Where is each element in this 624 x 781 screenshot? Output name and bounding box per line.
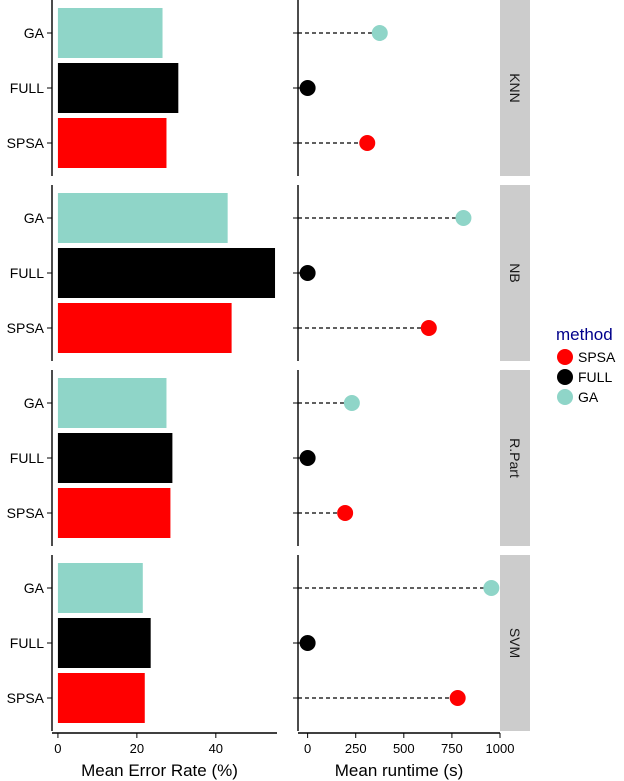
runtime-point-r-part-ga: [343, 395, 360, 411]
runtime-x-tick-label-750: 750: [441, 741, 463, 756]
runtime-x-tick-label-250: 250: [345, 741, 367, 756]
bar-svm-spsa: [57, 673, 145, 723]
y-tick-label-knn-spsa: SPSA: [7, 135, 45, 151]
bar-nb-spsa: [57, 303, 232, 353]
legend-key-ga: [557, 389, 573, 405]
facet-strip-r-part: [500, 370, 530, 546]
runtime-point-nb-spsa: [420, 320, 437, 336]
runtime-x-tick-label-500: 500: [393, 741, 415, 756]
facet-strip-svm: [500, 555, 530, 731]
legend-label-spsa: SPSA: [578, 349, 616, 365]
bar-knn-ga: [57, 8, 163, 58]
bar-r-part-spsa: [57, 488, 171, 538]
y-tick-label-r-part-spsa: SPSA: [7, 505, 45, 521]
runtime-point-svm-ga: [483, 580, 500, 596]
bar-knn-full: [57, 63, 179, 113]
runtime-x-tick-label-0: 0: [304, 741, 311, 756]
runtime-x-tick-label-1000: 1000: [486, 741, 515, 756]
runtime-point-r-part-spsa: [337, 505, 354, 521]
bar-r-part-ga: [57, 378, 167, 428]
runtime-point-nb-ga: [455, 210, 472, 226]
facet-label-svm: SVM: [507, 628, 523, 658]
error-x-axis-title: Mean Error Rate (%): [81, 761, 238, 780]
runtime-point-r-part-full: [299, 450, 316, 466]
runtime-point-knn-full: [299, 80, 316, 96]
legend-title: method: [556, 325, 613, 344]
legend-label-full: FULL: [578, 369, 612, 385]
bar-svm-ga: [57, 563, 143, 613]
bar-svm-full: [57, 618, 151, 668]
error-x-tick-label-20: 20: [130, 741, 144, 756]
facet-label-nb: NB: [507, 263, 523, 282]
y-tick-label-r-part-ga: GA: [24, 395, 45, 411]
y-tick-label-r-part-full: FULL: [10, 450, 44, 466]
y-tick-label-knn-full: FULL: [10, 80, 44, 96]
legend-key-spsa: [557, 349, 573, 365]
runtime-point-knn-spsa: [359, 135, 376, 151]
runtime-point-svm-full: [299, 635, 316, 651]
y-tick-label-svm-spsa: SPSA: [7, 690, 45, 706]
facet-label-r-part: R.Part: [507, 438, 523, 478]
y-tick-label-svm-full: FULL: [10, 635, 44, 651]
facet-label-knn: KNN: [507, 73, 523, 103]
runtime-point-nb-full: [299, 265, 316, 281]
bar-nb-ga: [57, 193, 228, 243]
error-x-tick-label-0: 0: [54, 741, 61, 756]
y-tick-label-knn-ga: GA: [24, 25, 45, 41]
y-tick-label-nb-spsa: SPSA: [7, 320, 45, 336]
runtime-point-svm-spsa: [449, 690, 466, 706]
runtime-x-axis-title: Mean runtime (s): [335, 761, 463, 780]
y-tick-label-nb-ga: GA: [24, 210, 45, 226]
bar-r-part-full: [57, 433, 173, 483]
facet-strip-knn: [500, 0, 530, 176]
y-tick-label-nb-full: FULL: [10, 265, 44, 281]
legend-label-ga: GA: [578, 389, 599, 405]
bar-nb-full: [57, 248, 276, 298]
bar-knn-spsa: [57, 118, 167, 168]
y-tick-label-svm-ga: GA: [24, 580, 45, 596]
facet-strip-nb: [500, 185, 530, 361]
legend-key-full: [557, 369, 573, 385]
error-x-tick-label-40: 40: [209, 741, 223, 756]
runtime-point-knn-ga: [371, 25, 388, 41]
